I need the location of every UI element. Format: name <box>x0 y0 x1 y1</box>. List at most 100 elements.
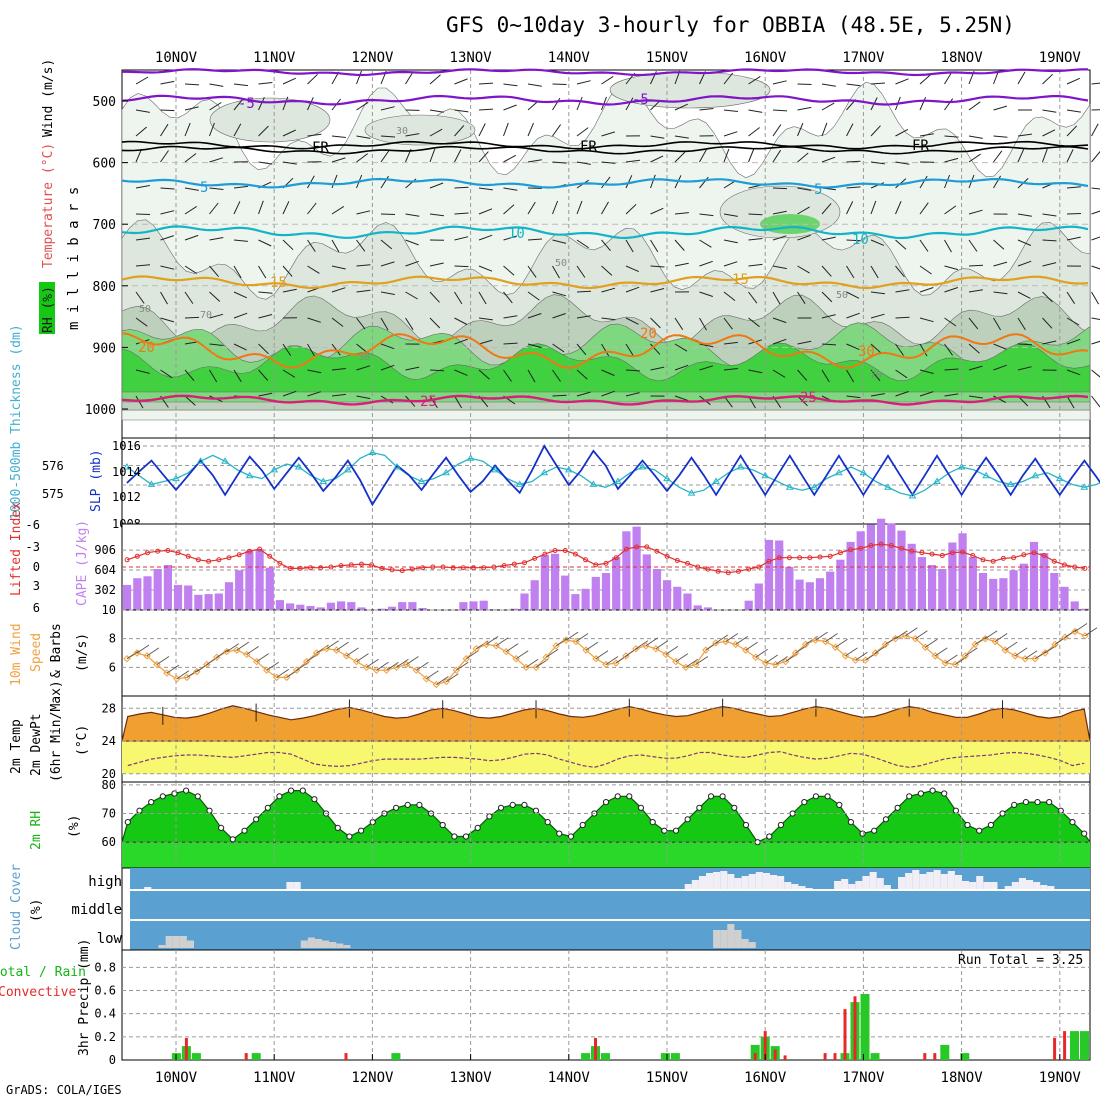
rh-point <box>183 787 190 794</box>
contour-neg5 <box>121 94 1089 106</box>
wind-barb <box>135 213 151 215</box>
wind-barb <box>821 236 836 241</box>
li-point <box>634 544 640 550</box>
wind-barb <box>282 201 290 215</box>
cloud-high-bar <box>734 878 742 890</box>
wind-barb <box>416 661 429 671</box>
wind-barb <box>527 291 540 301</box>
rh-point <box>124 819 131 826</box>
rh2m-grid <box>122 782 1090 868</box>
upper-air-panel: -5 -5 FR FR FR 5 5 10 10 15 15 20 20 25 25 30 30 30 50 50 50… <box>39 59 1100 439</box>
rh-legend-swatch <box>39 282 55 334</box>
rh-patch-moist <box>760 214 820 234</box>
cloud-low-bar <box>158 945 166 948</box>
wind-barb <box>772 109 788 112</box>
wind-barb <box>135 317 148 327</box>
thickness-point <box>147 480 156 487</box>
wind-barb <box>1017 213 1032 217</box>
wind-barb <box>968 395 983 399</box>
cloud-high-bar <box>841 879 849 890</box>
cloud-high-bar <box>706 873 714 890</box>
wind-barb <box>454 317 468 325</box>
wind-barb <box>503 369 512 382</box>
wind-barb <box>895 289 910 293</box>
wind-barb <box>184 205 197 215</box>
wind-barb <box>1017 260 1032 267</box>
li-point <box>858 545 864 551</box>
wind-barb <box>135 185 150 189</box>
wind-barb <box>1066 395 1075 409</box>
thickness-point <box>884 483 892 490</box>
wind-barb <box>699 317 707 331</box>
temp-area <box>121 705 1091 742</box>
cape-bar <box>347 602 356 610</box>
wind-barb <box>650 366 665 371</box>
wind-barb <box>160 150 169 163</box>
cloud-high-bar <box>933 870 941 890</box>
cloud-high-bar <box>862 876 870 890</box>
wind-barb <box>821 369 830 383</box>
wind-barb <box>944 317 957 327</box>
wind-barb <box>601 390 615 397</box>
wind-barb <box>674 212 689 215</box>
rh-point <box>416 801 423 809</box>
rh2m-plot <box>121 787 1092 868</box>
wind-barb <box>650 317 661 329</box>
contour-label: 50 <box>555 258 567 269</box>
contour-label: 30 <box>858 344 875 360</box>
li-point <box>919 550 925 556</box>
wind-barb <box>307 343 315 357</box>
wind-barb <box>945 654 958 664</box>
wind-barb <box>585 641 599 651</box>
cloud-high-bar <box>962 881 970 890</box>
wind-barb <box>576 127 589 137</box>
wind-barb <box>429 128 443 137</box>
wind-barb <box>478 317 493 321</box>
date-tick: 12NOV <box>351 50 394 66</box>
convective-bar <box>833 1053 837 1060</box>
wind-barb <box>846 369 855 383</box>
wind-barb <box>993 135 1008 138</box>
wind-barb <box>503 342 518 345</box>
wind-barb <box>895 369 908 379</box>
wind-barb <box>846 83 861 87</box>
wind-barb <box>258 82 273 85</box>
wind-barb <box>135 126 148 137</box>
li-point <box>287 565 293 571</box>
date-tick: 13NOV <box>450 50 493 66</box>
wind-barb <box>870 369 881 382</box>
cape-bar <box>897 530 906 610</box>
cloud-high-bar <box>698 876 706 890</box>
li-point <box>715 568 721 574</box>
wind-barb <box>356 343 368 354</box>
pressure-level-ticks: 500 600 700 800 900 1000 <box>85 95 128 418</box>
wind-barb <box>429 148 436 163</box>
cloud-high-bar <box>727 874 735 890</box>
wind-barb <box>772 210 787 215</box>
wind-barb <box>870 82 886 85</box>
wind-barb <box>282 343 292 356</box>
cape-bar <box>153 569 162 610</box>
wind-barb <box>436 676 449 685</box>
cape-bar <box>510 608 519 610</box>
wind-barb <box>748 213 763 216</box>
wind-barb <box>429 109 444 113</box>
thickness-point <box>540 468 549 476</box>
cape-bar <box>214 593 223 610</box>
cloud-high-bar <box>947 871 955 890</box>
rh-point <box>556 830 563 837</box>
wind-barb <box>944 71 953 85</box>
wind-barb <box>456 661 469 671</box>
cloud-high-bar <box>741 876 749 890</box>
wind10-ylabel-b: Speed <box>29 633 44 672</box>
wind-barb <box>748 369 763 374</box>
cape-bar <box>326 602 335 610</box>
wind-barb <box>527 313 542 319</box>
li-point <box>583 557 589 563</box>
wind-barb <box>135 369 150 374</box>
rain-bar <box>660 1053 670 1060</box>
wind-barb <box>1091 395 1100 408</box>
wind-barb <box>366 658 379 668</box>
wind-barb <box>233 123 242 137</box>
wind-barb <box>1042 213 1057 217</box>
